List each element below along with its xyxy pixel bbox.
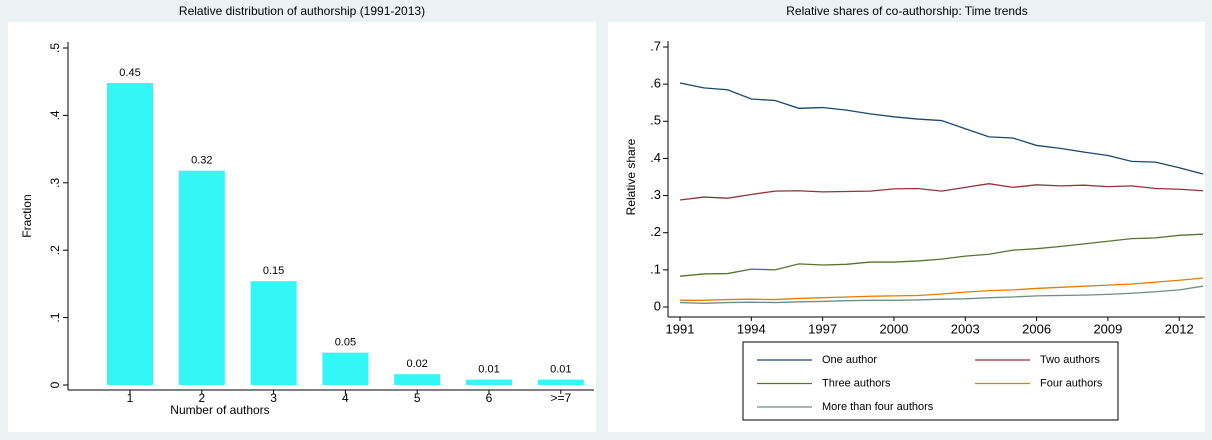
legend-label: Two authors	[1040, 354, 1100, 366]
y-tick-label: .3	[650, 187, 661, 202]
series-line	[679, 183, 1204, 201]
x-tick-label: >=7	[550, 391, 571, 405]
x-tick-label: 2006	[1022, 321, 1051, 336]
y-tick-label: .3	[48, 177, 62, 187]
bar	[322, 352, 369, 385]
y-tick-label: .4	[650, 150, 661, 165]
value-label: 0.02	[406, 358, 427, 370]
y-tick-label: .6	[650, 76, 661, 91]
bar	[178, 170, 225, 385]
x-axis-label: Number of authors	[170, 403, 269, 417]
y-tick-label: 0	[48, 381, 62, 388]
series-line	[679, 82, 1204, 175]
legend-label: More than four authors	[822, 401, 934, 413]
y-axis-label: Fraction	[20, 194, 34, 237]
series-line	[679, 233, 1204, 277]
y-tick-label: 0	[654, 298, 661, 313]
panel-left	[8, 22, 596, 432]
y-tick-label: .1	[650, 261, 661, 276]
x-tick-label: 2003	[951, 321, 980, 336]
legend-label: One author	[822, 354, 877, 366]
x-tick-label: 2009	[1093, 321, 1122, 336]
x-tick-label: 2012	[1165, 321, 1194, 336]
value-label: 0.32	[191, 155, 212, 167]
y-tick-label: .2	[650, 224, 661, 239]
y-tick-label: .2	[48, 245, 62, 255]
series-line	[679, 285, 1204, 304]
bar	[466, 379, 512, 385]
chart-title: Relative distribution of authorship (199…	[179, 4, 425, 18]
bar	[107, 83, 153, 385]
x-tick-label: 1	[127, 391, 134, 405]
x-tick-label: 1991	[666, 321, 695, 336]
bar	[250, 281, 297, 385]
value-label: 0.15	[263, 265, 284, 277]
bar	[537, 379, 584, 385]
x-tick-label: 2000	[879, 321, 908, 336]
y-tick-label: .7	[650, 38, 661, 53]
chart-title: Relative shares of co-authorship: Time t…	[786, 4, 1027, 18]
x-tick-label: 1997	[808, 321, 837, 336]
series-line	[680, 277, 1204, 301]
value-label: 0.45	[119, 67, 140, 79]
legend-label: Three authors	[822, 377, 891, 389]
legend-label: Four authors	[1040, 377, 1103, 389]
x-tick-label: 1994	[737, 321, 766, 336]
y-tick-label: .4	[48, 110, 62, 120]
x-tick-label: 3	[270, 391, 277, 405]
y-tick-label: .1	[48, 312, 62, 322]
y-tick-label: .5	[48, 43, 62, 53]
x-tick-label: 4	[342, 391, 349, 405]
value-label: 0.01	[550, 364, 571, 376]
x-tick-label: 6	[486, 391, 493, 405]
y-tick-label: .5	[650, 113, 661, 128]
value-label: 0.01	[478, 364, 499, 376]
value-label: 0.05	[335, 337, 356, 349]
x-tick-label: 5	[414, 391, 421, 405]
bar	[394, 374, 441, 385]
y-axis-label: Relative share	[624, 138, 638, 215]
x-tick-label: 2	[198, 391, 205, 405]
